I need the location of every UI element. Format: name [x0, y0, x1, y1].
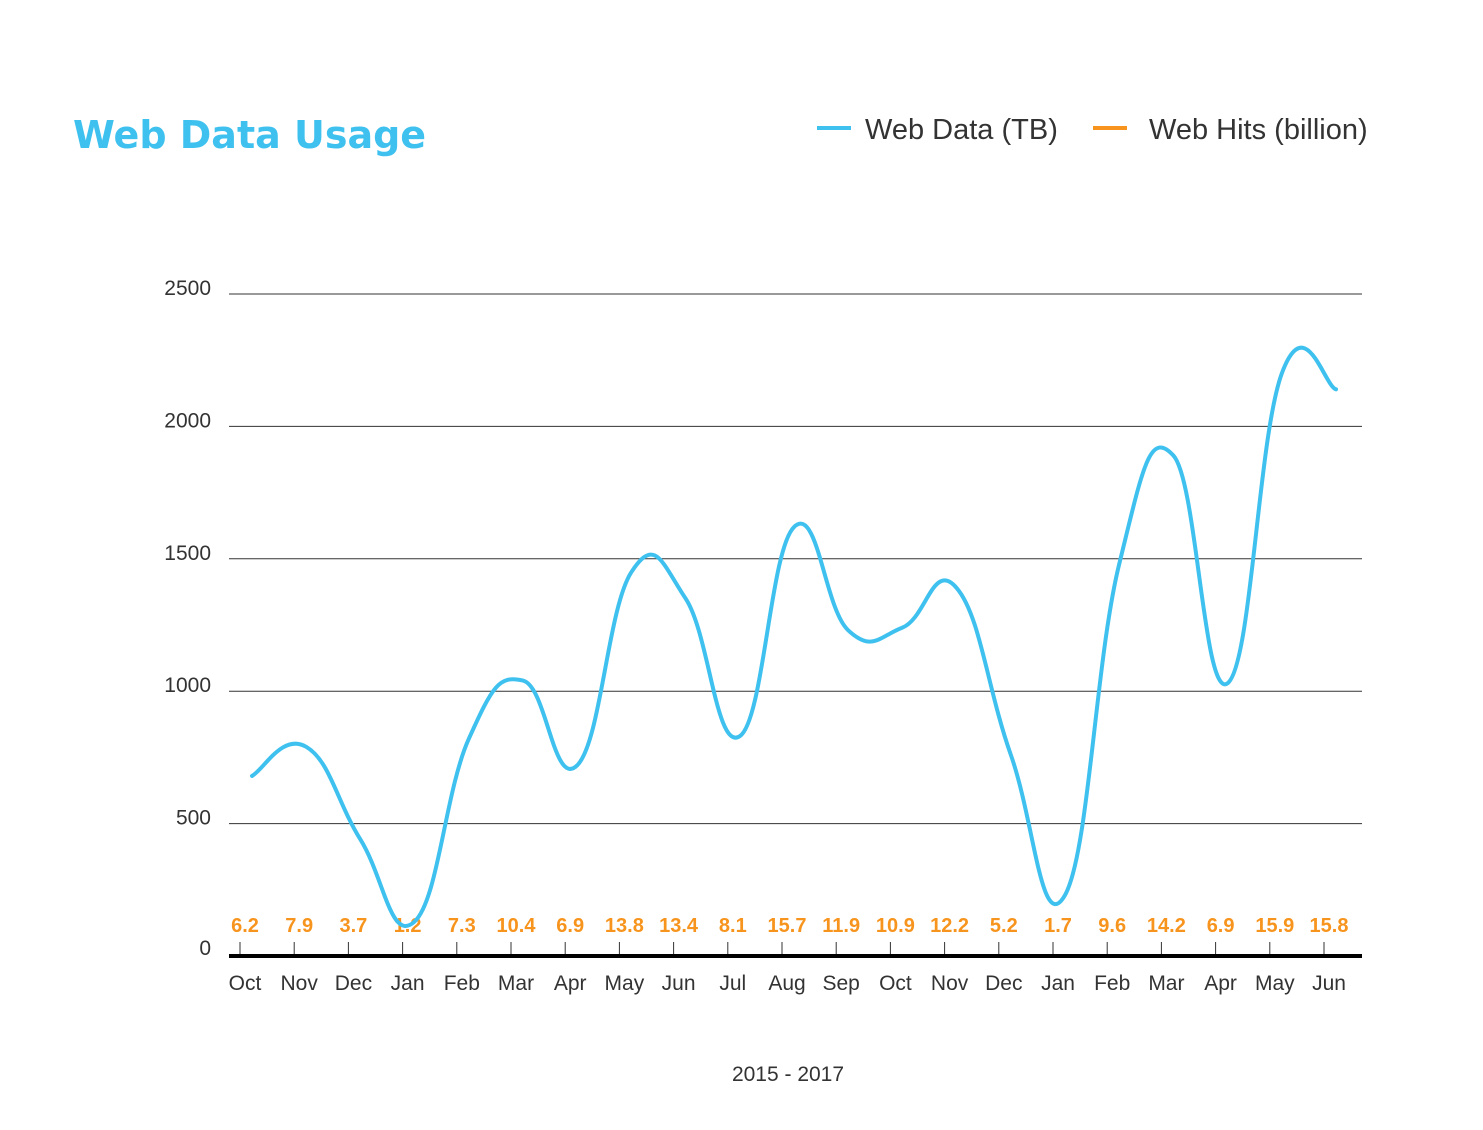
y-tick-label-0: 0 [199, 937, 211, 960]
web-hits-value-label: 9.6 [1098, 915, 1126, 937]
web-hits-value-label: 15.9 [1255, 915, 1294, 937]
x-axis-ticks: Oct Nov Dec Jan Feb Mar Apr May Jun Jul Aug Sep Oct N… [229, 942, 1346, 995]
x-axis-label: 2015 - 2017 [732, 1063, 844, 1086]
web-hits-value-label: 13.8 [605, 915, 644, 937]
x-tick-label: May [1255, 972, 1295, 995]
y-tick-label-500: 500 [176, 807, 211, 830]
x-tick-label: Dec [985, 972, 1022, 995]
web-hits-value-label: 1.7 [1044, 915, 1072, 937]
x-tick-label: Mar [498, 972, 534, 995]
chart-title: Web Data Usage [73, 113, 426, 157]
web-hits-value-label: 6.9 [1207, 915, 1235, 937]
legend-item-web-data: Web Data (TB) [817, 114, 1058, 146]
x-tick-label: Oct [879, 972, 912, 995]
web-hits-value-label: 7.9 [285, 915, 313, 937]
legend-label-web-hits: Web Hits (billion) [1149, 114, 1368, 146]
web-hits-value-label: 15.7 [768, 915, 807, 937]
web-hits-value-label: 3.7 [339, 915, 367, 937]
y-tick-label-1500: 1500 [164, 542, 211, 565]
web-hits-value-label: 13.4 [659, 915, 699, 937]
web-hits-value-label: 5.2 [990, 915, 1018, 937]
grid-lines [229, 293, 1362, 825]
y-axis-ticks: 0 500 1000 1500 2000 2500 [164, 277, 211, 960]
web-hits-value-label: 6.2 [231, 915, 259, 937]
x-tick-label: Apr [554, 972, 587, 995]
legend-item-web-hits: Web Hits (billion) [1093, 114, 1368, 146]
web-data-series-line [250, 345, 1338, 928]
web-hits-value-label: 10.9 [876, 915, 915, 937]
y-tick-label-2000: 2000 [164, 409, 211, 432]
x-tick-label: May [605, 972, 645, 995]
x-tick-label: Dec [335, 972, 372, 995]
legend: Web Data (TB) Web Hits (billion) [817, 114, 1368, 146]
web-hits-labels: 6.2 7.9 3.7 1.2 7.3 10.4 6.9 13.8 13.4 8.1 15.7 11.… [231, 915, 1348, 937]
y-tick-label-1000: 1000 [164, 674, 211, 697]
x-tick-label: Jan [391, 972, 425, 995]
x-tick-label: Feb [444, 972, 480, 995]
web-hits-value-label: 15.8 [1310, 915, 1349, 937]
web-hits-value-label: 6.9 [556, 915, 584, 937]
web-hits-value-label: 8.1 [719, 915, 747, 937]
x-tick-label: Aug [768, 972, 805, 995]
x-tick-label: Jan [1041, 972, 1075, 995]
y-tick-label-2500: 2500 [164, 277, 211, 300]
web-hits-value-label: 14.2 [1147, 915, 1186, 937]
legend-label-web-data: Web Data (TB) [865, 114, 1058, 146]
x-tick-label: Apr [1204, 972, 1237, 995]
web-hits-value-label: 12.2 [930, 915, 969, 937]
x-tick-label: Jun [1312, 972, 1346, 995]
x-tick-label: Mar [1148, 972, 1184, 995]
x-tick-label: Sep [823, 972, 860, 995]
x-tick-label: Oct [229, 972, 262, 995]
web-hits-value-label: 10.4 [497, 915, 537, 937]
x-tick-label: Feb [1094, 972, 1130, 995]
x-tick-label: Nov [281, 972, 319, 995]
x-tick-label: Jul [719, 972, 746, 995]
web-hits-value-label: 7.3 [448, 915, 476, 937]
web-hits-value-label: 11.9 [822, 915, 860, 937]
x-tick-label: Jun [662, 972, 696, 995]
x-tick-label: Nov [931, 972, 969, 995]
